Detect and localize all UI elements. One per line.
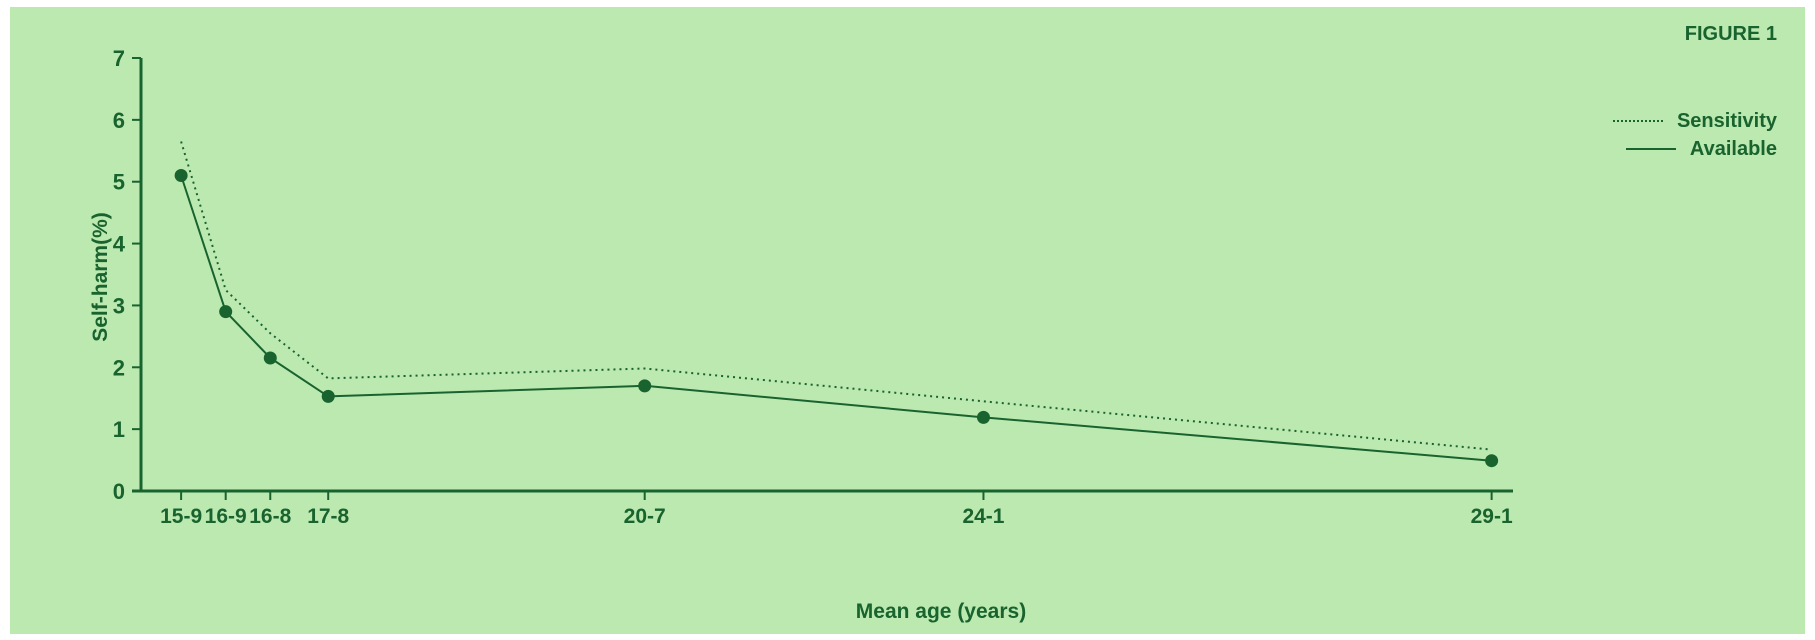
y-axis: 0 1 2 3 4 5 6 7 xyxy=(113,46,143,504)
series-line-available xyxy=(180,175,1492,462)
y-tick-label: 5 xyxy=(113,170,125,195)
legend-label-sensitivity: Sensitivity xyxy=(1676,109,1777,132)
y-axis-title: Self-harm(%) xyxy=(89,212,112,342)
y-tick-label: 6 xyxy=(113,108,125,133)
figure-label: FIGURE 1 xyxy=(1684,23,1777,45)
legend: Sensitivity Available xyxy=(1612,107,1777,163)
y-tick-label: 2 xyxy=(113,355,125,380)
x-tick-label: 29-1 xyxy=(1471,505,1513,528)
line-chart: 0 1 2 3 4 5 6 7 15-9 16-9 16-8 17-8 20-7 24-1 29-1 Se… xyxy=(89,46,1513,623)
x-tick-label: 16-9 xyxy=(205,505,247,528)
series-layer xyxy=(174,141,1499,468)
legend-swatch-solid xyxy=(1625,148,1676,150)
x-tick-label: 24-1 xyxy=(962,505,1004,528)
y-tick-label: 7 xyxy=(113,46,125,71)
x-axis-title: Mean age (years) xyxy=(856,600,1026,623)
legend-label-available: Available xyxy=(1689,137,1777,160)
y-tick-label: 4 xyxy=(113,232,126,257)
x-tick-label: 15-9 xyxy=(160,505,202,528)
data-point-available xyxy=(976,410,990,424)
data-point-available xyxy=(321,389,335,403)
legend-swatch-dotted xyxy=(1612,120,1663,122)
data-point-available xyxy=(1485,454,1499,468)
data-point-available xyxy=(174,169,188,183)
legend-item-available: Available xyxy=(1613,135,1777,163)
x-tick-label: 16-8 xyxy=(249,505,291,528)
x-axis: 15-9 16-9 16-8 17-8 20-7 24-1 29-1 xyxy=(132,489,1513,528)
data-point-available xyxy=(638,379,652,393)
y-tick-label: 0 xyxy=(113,479,125,504)
legend-item-sensitivity: Sensitivity xyxy=(1612,107,1777,135)
x-tick-label: 20-7 xyxy=(624,505,666,528)
data-point-available xyxy=(263,351,277,365)
chart-panel: 0 1 2 3 4 5 6 7 15-9 16-9 16-8 17-8 20-7 24-1 29-1 Se… xyxy=(10,7,1805,634)
y-tick-label: 3 xyxy=(113,293,125,318)
data-point-available xyxy=(219,305,233,319)
y-tick-label: 1 xyxy=(113,417,125,442)
x-tick-label: 17-8 xyxy=(307,505,349,528)
